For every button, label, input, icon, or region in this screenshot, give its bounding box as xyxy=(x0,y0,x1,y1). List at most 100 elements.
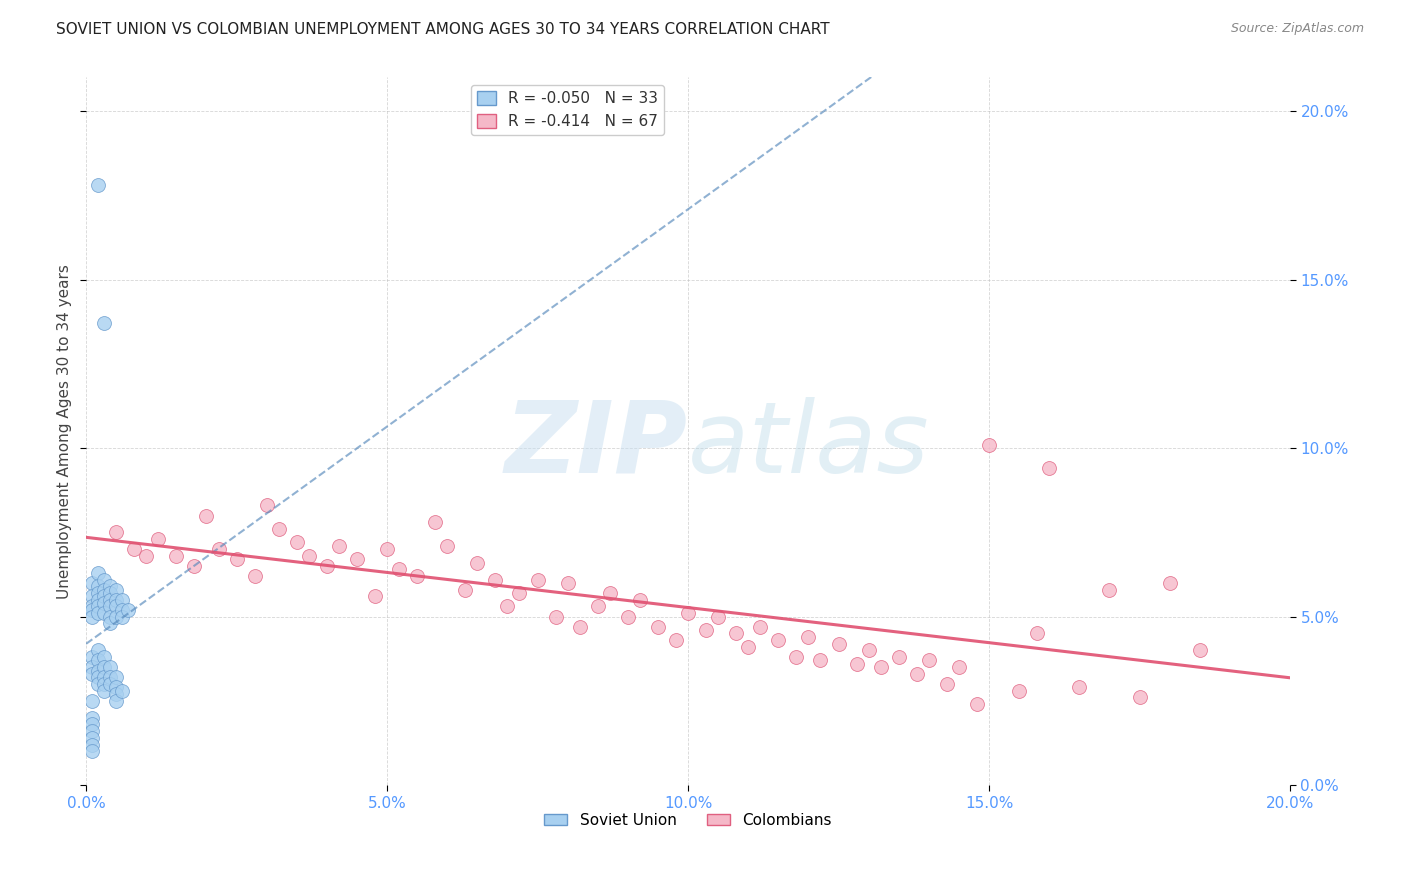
Point xyxy=(87,566,110,580)
Point xyxy=(122,542,145,557)
Point xyxy=(966,697,988,711)
Point xyxy=(80,660,103,674)
Point xyxy=(87,653,110,667)
Point xyxy=(105,599,128,614)
Point xyxy=(80,603,103,617)
Point xyxy=(243,569,266,583)
Point xyxy=(80,694,103,708)
Point xyxy=(111,609,134,624)
Point xyxy=(98,670,121,684)
Point xyxy=(526,573,548,587)
Point xyxy=(93,573,115,587)
Point xyxy=(676,606,699,620)
Point xyxy=(425,515,447,529)
Point xyxy=(388,562,411,576)
Point xyxy=(111,592,134,607)
Point xyxy=(647,620,669,634)
Point xyxy=(665,633,688,648)
Text: ZIP: ZIP xyxy=(505,397,688,494)
Point xyxy=(749,620,772,634)
Point xyxy=(80,609,103,624)
Point xyxy=(948,660,970,674)
Point xyxy=(105,687,128,701)
Point xyxy=(87,599,110,614)
Point xyxy=(93,660,115,674)
Point xyxy=(935,677,957,691)
Point xyxy=(105,694,128,708)
Point xyxy=(328,539,350,553)
Point xyxy=(98,616,121,631)
Point xyxy=(93,582,115,597)
Point xyxy=(599,586,621,600)
Point xyxy=(93,596,115,610)
Point xyxy=(111,683,134,698)
Point xyxy=(737,640,759,654)
Point xyxy=(918,653,941,667)
Point xyxy=(707,609,730,624)
Point xyxy=(105,582,128,597)
Point xyxy=(80,717,103,731)
Point xyxy=(315,559,337,574)
Point xyxy=(375,542,398,557)
Point xyxy=(617,609,640,624)
Point xyxy=(346,552,368,566)
Point xyxy=(797,630,820,644)
Point xyxy=(544,609,567,624)
Text: Source: ZipAtlas.com: Source: ZipAtlas.com xyxy=(1230,22,1364,36)
Point xyxy=(557,575,579,590)
Point xyxy=(484,573,506,587)
Point xyxy=(845,657,868,671)
Point xyxy=(105,609,128,624)
Point xyxy=(135,549,157,563)
Point xyxy=(827,636,849,650)
Point xyxy=(98,660,121,674)
Point xyxy=(80,650,103,665)
Point xyxy=(1026,626,1049,640)
Point xyxy=(98,609,121,624)
Point xyxy=(93,650,115,665)
Point xyxy=(436,539,458,553)
Point xyxy=(87,586,110,600)
Point xyxy=(586,599,609,614)
Point xyxy=(80,599,103,614)
Point xyxy=(887,650,910,665)
Point xyxy=(225,552,247,566)
Point xyxy=(80,738,103,752)
Point xyxy=(1069,681,1091,695)
Point xyxy=(1098,582,1121,597)
Point xyxy=(98,586,121,600)
Point xyxy=(256,499,278,513)
Text: atlas: atlas xyxy=(688,397,929,494)
Point xyxy=(98,579,121,593)
Point xyxy=(148,532,170,546)
Point xyxy=(508,586,530,600)
Point xyxy=(810,653,832,667)
Point xyxy=(117,603,139,617)
Point xyxy=(725,626,748,640)
Point xyxy=(406,569,429,583)
Point xyxy=(1128,690,1150,705)
Point xyxy=(1159,575,1181,590)
Point xyxy=(80,666,103,681)
Point xyxy=(87,670,110,684)
Point xyxy=(87,592,110,607)
Point xyxy=(80,744,103,758)
Point xyxy=(183,559,205,574)
Point xyxy=(93,683,115,698)
Point xyxy=(695,623,717,637)
Point xyxy=(80,590,103,604)
Point xyxy=(1008,683,1031,698)
Point xyxy=(93,606,115,620)
Point xyxy=(80,724,103,739)
Point xyxy=(87,643,110,657)
Point xyxy=(905,666,928,681)
Y-axis label: Unemployment Among Ages 30 to 34 years: Unemployment Among Ages 30 to 34 years xyxy=(58,264,72,599)
Point xyxy=(80,731,103,745)
Point xyxy=(858,643,880,657)
Point xyxy=(628,592,651,607)
Point xyxy=(869,660,891,674)
Point xyxy=(87,664,110,678)
Point xyxy=(87,579,110,593)
Point xyxy=(207,542,229,557)
Point xyxy=(467,556,489,570)
